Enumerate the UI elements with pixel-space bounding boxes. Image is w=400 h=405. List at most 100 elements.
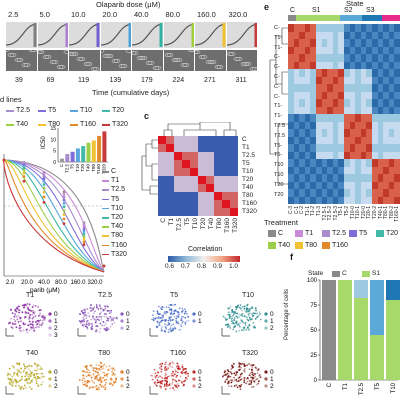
colorbar-tick: 0.7 (181, 263, 191, 270)
heatmap-cell (344, 121, 350, 129)
heatmap-cell (338, 136, 344, 144)
corr-cell (230, 168, 238, 176)
heatmap-cell (321, 69, 328, 77)
heatmap-cell (355, 69, 361, 77)
heatmap-cell (304, 129, 311, 137)
heatmap-cell (377, 114, 384, 122)
dose-xtick: 320.0 (87, 280, 103, 286)
heatmap-cell (388, 166, 395, 174)
corr-cell (214, 200, 222, 208)
corr-cell (206, 208, 214, 216)
legend-line (6, 124, 14, 126)
heatmap-cell (388, 106, 395, 114)
heatmap-cell (310, 84, 316, 92)
treatment-swatch (322, 230, 330, 237)
heatmap-cell (366, 61, 372, 69)
corr-col-label: T160 (224, 218, 231, 233)
umap-title: T2.5 (98, 292, 113, 299)
umap-cluster-label: 0 (198, 369, 202, 376)
day-label: 271 (204, 77, 216, 84)
heatmap-cell (372, 129, 378, 137)
microscopy-image (132, 50, 163, 71)
growth-curve-panel (195, 22, 226, 48)
heatmap-cell (310, 129, 316, 137)
corr-col-label: T320 (232, 218, 239, 233)
heatmap-cell (377, 61, 384, 69)
corr-cell (214, 136, 222, 144)
heatmap-cell (310, 69, 316, 77)
heatmap-cell (338, 181, 344, 189)
heatmap-cell (288, 99, 294, 107)
dose-xtick: 2.0 (6, 280, 15, 286)
state-segment (340, 15, 362, 21)
umap-cluster-label: 0 (270, 369, 274, 376)
heatmap-cell (366, 121, 372, 129)
heatmap-cell (288, 106, 294, 114)
f-bar-s1 (370, 335, 384, 380)
cell-lines-label: d lines (0, 95, 22, 104)
heatmap-cell (372, 181, 378, 189)
corr-cell (158, 144, 166, 152)
dose-xtick: 80.0 (55, 280, 67, 286)
heatmap-cell (316, 159, 322, 167)
dose-label: 2.5 (8, 10, 19, 19)
heatmap-cell (321, 84, 328, 92)
heatmap-cell (332, 129, 339, 137)
treatment-label: C (278, 230, 284, 237)
heatmap-cell (304, 24, 311, 32)
heatmap-row-label: C- (274, 64, 280, 71)
legend-line (102, 244, 109, 247)
heatmap-cell (344, 166, 350, 174)
heatmap-cell (299, 24, 305, 32)
treatment-swatch (295, 230, 303, 237)
heatmap-cell (321, 76, 328, 84)
state-segment (296, 15, 340, 21)
heatmap-cell (327, 151, 333, 159)
heatmap-cell (394, 31, 400, 39)
umap-cluster-label: 0 (126, 311, 130, 318)
legend-label: T40 (111, 223, 124, 231)
f-ytick: 50 (310, 328, 317, 334)
heatmap-cell (304, 114, 311, 122)
growth-curve-panel (37, 22, 68, 48)
corr-cell (174, 168, 182, 176)
heatmap-cell (327, 31, 333, 39)
heatmap-cell (377, 174, 384, 182)
heatmap-cell (327, 159, 333, 167)
corr-cell (206, 176, 214, 184)
heatmap-cell (310, 54, 316, 62)
heatmap-cell (293, 129, 300, 137)
corr-row-label: T80 (242, 192, 254, 199)
heatmap-cell (366, 69, 372, 77)
heatmap-cell (293, 91, 300, 99)
heatmap-cell (360, 91, 367, 99)
corr-cell (230, 144, 238, 152)
heatmap-cell (372, 106, 378, 114)
heatmap-cell (327, 114, 333, 122)
state-legend-label: S1 (372, 270, 380, 277)
heatmap-cell (288, 181, 294, 189)
heatmap-cell (388, 84, 395, 92)
heatmap-cell (360, 174, 367, 182)
corr-cell (166, 176, 174, 184)
corr-cell (222, 160, 230, 168)
heatmap-cell (288, 69, 294, 77)
heatmap-cell (338, 129, 344, 137)
heatmap-cell (349, 159, 356, 167)
corr-cell (214, 160, 222, 168)
umap-title: T5 (170, 292, 179, 299)
ic50-category: T320 (101, 164, 106, 175)
treatment-label: T40 (278, 242, 291, 249)
corr-cell (190, 152, 198, 160)
heatmap-cell (388, 196, 395, 204)
heatmap-cell (344, 181, 350, 189)
heatmap-cell (366, 151, 372, 159)
heatmap-cell (377, 99, 384, 107)
umap-cluster-label: 1 (270, 376, 274, 383)
heatmap-cell (327, 196, 333, 204)
heatmap-cell (310, 181, 316, 189)
heatmap-cell (366, 166, 372, 174)
heatmap-cell (332, 114, 339, 122)
heatmap-cell (327, 129, 333, 137)
day-label: 179 (141, 77, 153, 84)
